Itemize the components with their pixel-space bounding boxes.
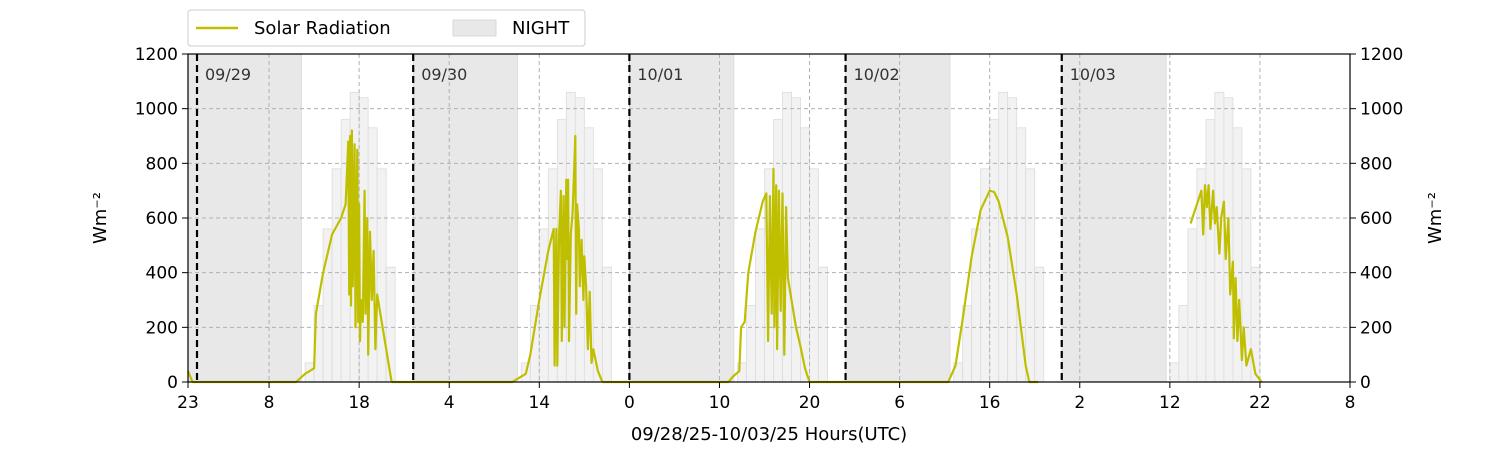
envelope-step [989, 119, 1000, 383]
envelope-step [592, 168, 603, 383]
x-tick-label: 10 [709, 393, 731, 413]
y-tick-label-right: 0 [1360, 373, 1371, 393]
solar-radiation-line [809, 189, 1039, 384]
envelope-step [1187, 228, 1198, 383]
solar-radiation-line [391, 134, 604, 384]
y-axis-ticks: 0 0 200 200 400 400 600 600 800 800 1000 1000 1200 12… [135, 45, 1404, 393]
envelope-step [1250, 266, 1261, 383]
envelope-step [818, 266, 828, 383]
x-tick-label: 16 [979, 393, 1001, 413]
day-marker-label: 09/30 [421, 65, 467, 84]
envelope-step [809, 168, 819, 383]
y-tick-label-right: 200 [1360, 318, 1392, 338]
y-tick-label-right: 600 [1360, 209, 1392, 229]
x-tick-label: 12 [1159, 393, 1181, 413]
x-tick-label: 14 [528, 393, 550, 413]
y-tick-label-left: 800 [146, 154, 178, 174]
x-tick-label: 8 [264, 393, 275, 413]
x-tick-label: 2 [1074, 393, 1085, 413]
day-marker-layer: 09/29 09/30 10/01 10/02 10/03 [195, 54, 1116, 382]
x-axis-ticks: 23 8 18 4 14 0 10 20 6 16 2 12 22 8 [177, 382, 1355, 413]
x-tick-label: 20 [799, 393, 821, 413]
day-marker-label: 10/03 [1070, 65, 1116, 84]
day-marker-label: 10/02 [854, 65, 900, 84]
y-tick-label-left: 1000 [135, 100, 178, 120]
legend-solar-label: Solar Radiation [254, 18, 391, 39]
envelope-step [538, 228, 549, 383]
day-marker-label: 09/29 [205, 65, 251, 84]
legend: Solar Radiation NIGHT [187, 9, 586, 47]
solar-radiation-line [186, 129, 393, 384]
solar-radiation-line [1189, 184, 1263, 383]
x-tick-label: 8 [1345, 393, 1356, 413]
y-tick-label-right: 1000 [1360, 100, 1403, 120]
y-axis-label-right: Wm⁻² [1425, 192, 1446, 244]
y-tick-label-left: 200 [146, 318, 178, 338]
envelope-step [1034, 266, 1045, 383]
envelope-step [601, 266, 612, 383]
series-layer [186, 129, 1263, 384]
envelope-step [385, 266, 396, 383]
envelope-step [1025, 168, 1036, 383]
night-span [412, 53, 519, 383]
envelope-step [746, 305, 756, 383]
y-tick-label-left: 1200 [135, 45, 178, 65]
envelope-step [1178, 305, 1189, 383]
day-marker-label: 10/01 [637, 65, 683, 84]
y-tick-label-right: 800 [1360, 154, 1392, 174]
y-tick-label-left: 0 [167, 373, 178, 393]
legend-box [187, 9, 586, 47]
solar-radiation-line [602, 167, 811, 384]
y-axis-label-left: Wm⁻² [90, 192, 111, 244]
envelope-step [800, 127, 810, 383]
legend-night-swatch [452, 19, 497, 37]
envelope-step [1016, 127, 1027, 383]
y-tick-label-left: 600 [146, 209, 178, 229]
x-tick-label: 4 [444, 393, 455, 413]
x-tick-label: 22 [1249, 393, 1271, 413]
x-tick-label: 23 [177, 393, 199, 413]
y-tick-label-right: 400 [1360, 264, 1392, 284]
y-tick-label-right: 1200 [1360, 45, 1403, 65]
legend-night-label: NIGHT [512, 18, 570, 39]
envelope-step [331, 168, 342, 383]
envelope-step [998, 91, 1009, 383]
envelope-step [1169, 362, 1180, 383]
x-tick-label: 6 [894, 393, 905, 413]
x-axis-label: 09/28/25-10/03/25 Hours(UTC) [631, 424, 907, 445]
x-tick-label: 18 [348, 393, 370, 413]
envelope-step [376, 168, 387, 383]
y-tick-label-left: 400 [146, 264, 178, 284]
envelope-step [755, 228, 765, 383]
envelope-step [1205, 119, 1216, 383]
x-tick-label: 0 [624, 393, 635, 413]
